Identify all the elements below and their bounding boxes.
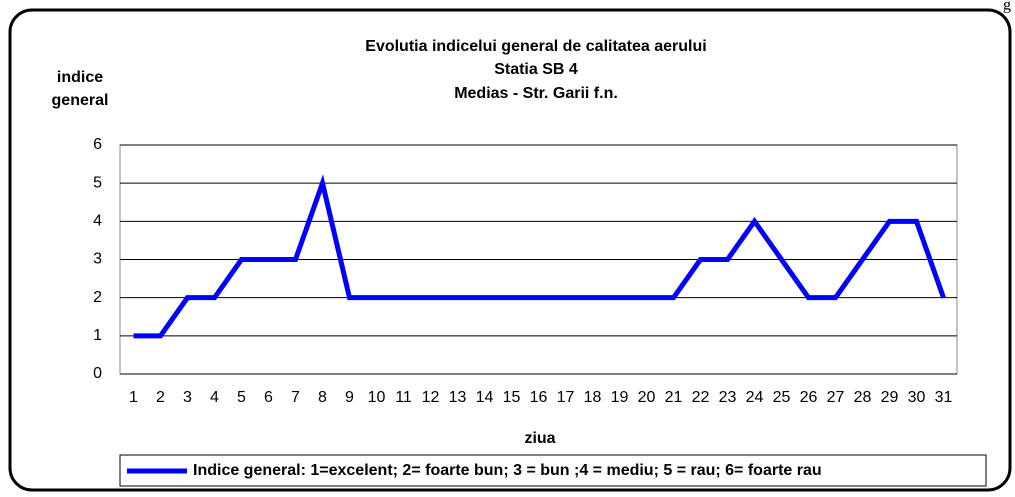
y-tick-label: 3 bbox=[93, 251, 102, 268]
x-tick-label: 14 bbox=[476, 389, 494, 406]
x-tick-label: 30 bbox=[908, 389, 926, 406]
x-tick-label: 5 bbox=[237, 389, 246, 406]
x-tick-label: 11 bbox=[395, 389, 412, 406]
x-axis-label: ziua bbox=[524, 430, 555, 447]
x-tick-label: 31 bbox=[935, 389, 953, 406]
x-tick-label: 15 bbox=[503, 389, 521, 406]
y-axis-label: indice bbox=[57, 69, 103, 86]
data-line bbox=[133, 174, 946, 339]
chart-title: Evolutia indicelui general de calitatea … bbox=[365, 38, 706, 55]
x-tick-label: 17 bbox=[557, 389, 575, 406]
chart-frame bbox=[8, 8, 1012, 492]
x-tick-label: 2 bbox=[156, 389, 165, 406]
x-tick-label: 10 bbox=[368, 389, 386, 406]
x-tick-label: 22 bbox=[692, 389, 710, 406]
x-tick-label: 25 bbox=[773, 389, 791, 406]
x-tick-label: 24 bbox=[746, 389, 764, 406]
corner-text: g bbox=[1003, 0, 1011, 14]
x-tick-label: 27 bbox=[827, 389, 845, 406]
legend bbox=[119, 454, 987, 487]
y-tick-label: 1 bbox=[93, 327, 102, 344]
x-tick-label: 29 bbox=[881, 389, 899, 406]
x-tick-label: 23 bbox=[719, 389, 737, 406]
x-tick-label: 26 bbox=[800, 389, 818, 406]
y-axis-label: general bbox=[52, 92, 109, 109]
x-tick-label: 7 bbox=[291, 389, 300, 406]
y-tick-label: 2 bbox=[93, 289, 102, 306]
x-tick-label: 6 bbox=[264, 389, 273, 406]
x-tick-label: 18 bbox=[584, 389, 602, 406]
x-tick-label: 28 bbox=[854, 389, 872, 406]
y-tick-label: 4 bbox=[93, 213, 102, 230]
x-tick-label: 9 bbox=[345, 389, 354, 406]
chart-title: Medias - Str. Garii f.n. bbox=[454, 85, 618, 102]
y-tick-label: 0 bbox=[93, 365, 102, 382]
y-tick-label: 5 bbox=[93, 174, 102, 191]
x-tick-label: 3 bbox=[183, 389, 192, 406]
chart-title: Statia SB 4 bbox=[494, 61, 578, 78]
x-tick-label: 4 bbox=[210, 389, 219, 406]
x-tick-label: 1 bbox=[129, 389, 138, 406]
x-tick-label: 19 bbox=[611, 389, 629, 406]
x-tick-label: 21 bbox=[665, 389, 683, 406]
x-tick-label: 20 bbox=[638, 389, 656, 406]
x-tick-label: 8 bbox=[318, 389, 327, 406]
x-tick-label: 13 bbox=[449, 389, 467, 406]
y-tick-label: 6 bbox=[93, 136, 102, 153]
x-tick-label: 12 bbox=[422, 389, 440, 406]
legend-label: Indice general: 1=excelent; 2= foarte bu… bbox=[193, 462, 822, 479]
x-tick-label: 16 bbox=[530, 389, 548, 406]
